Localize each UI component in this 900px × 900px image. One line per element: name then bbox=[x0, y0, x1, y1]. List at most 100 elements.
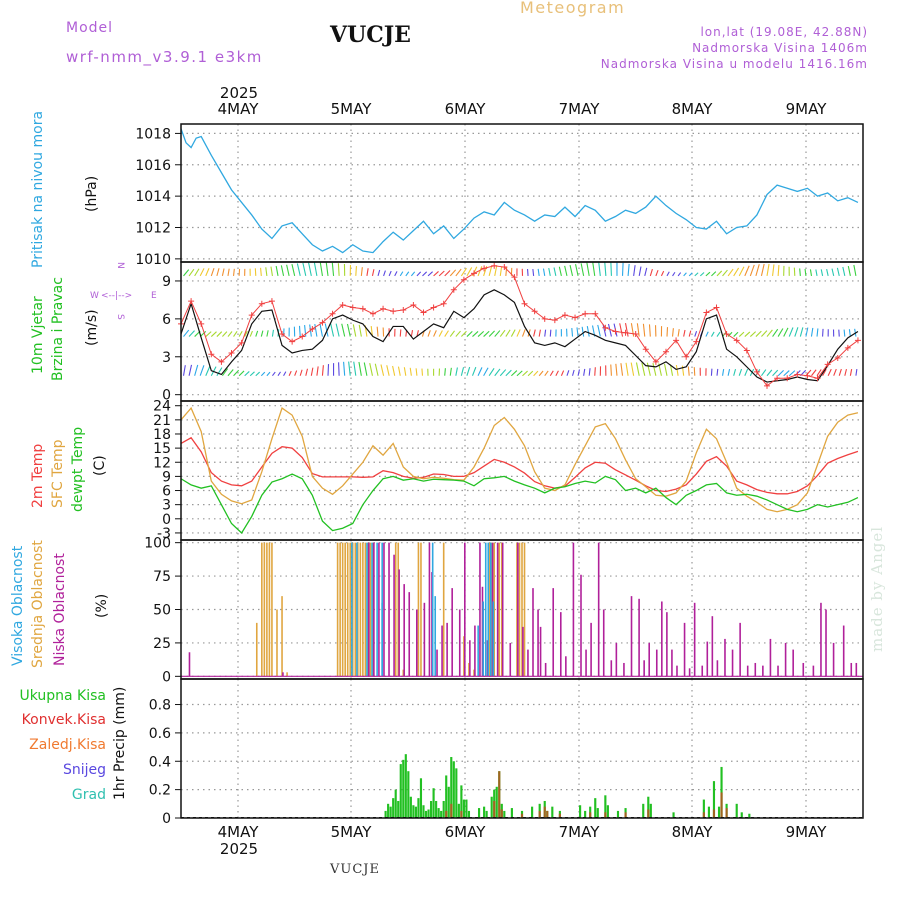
wind-barb bbox=[571, 328, 574, 337]
wind-barb bbox=[249, 330, 253, 337]
wind-gust-marker bbox=[460, 276, 467, 283]
y-tick-label: 75 bbox=[153, 569, 171, 585]
wind-barb bbox=[380, 364, 385, 376]
wind-barb bbox=[699, 272, 705, 277]
wind-barb bbox=[683, 272, 687, 277]
wind-gust-marker bbox=[430, 304, 437, 311]
precip-total-bar bbox=[707, 806, 710, 818]
precip-total-bar bbox=[477, 808, 481, 818]
precip-total-bar bbox=[606, 805, 609, 818]
wind-barb bbox=[693, 367, 696, 376]
wind-gust-marker bbox=[258, 300, 265, 307]
wind-barb bbox=[210, 268, 215, 277]
wind-barb bbox=[783, 370, 790, 377]
wind-barb bbox=[755, 264, 760, 277]
y-tick-label: -3 bbox=[157, 526, 171, 542]
wind-barb bbox=[477, 367, 483, 376]
wind-gust-marker bbox=[743, 347, 750, 354]
wind-barb bbox=[733, 331, 739, 337]
wind-barb bbox=[291, 263, 296, 277]
wind-barb bbox=[433, 271, 439, 277]
watermark: made by Angel bbox=[868, 525, 886, 652]
wind-barb bbox=[576, 327, 579, 337]
wind-barb bbox=[544, 370, 549, 377]
wind-gust-marker bbox=[359, 305, 366, 312]
wind-barb bbox=[438, 330, 443, 337]
wind-barb bbox=[511, 370, 518, 377]
wind-barb bbox=[275, 265, 279, 277]
wind-barb bbox=[820, 269, 824, 277]
wind-barb bbox=[581, 326, 585, 337]
precip-total-bar bbox=[483, 806, 486, 818]
wind-barb bbox=[358, 361, 362, 376]
wind-barb bbox=[816, 369, 822, 377]
wind-barb bbox=[575, 264, 579, 277]
precip-total-bar bbox=[437, 808, 440, 818]
wind-barb bbox=[569, 264, 574, 277]
wind-barb bbox=[853, 264, 857, 277]
wind-barb bbox=[499, 329, 506, 337]
wind-barb bbox=[221, 268, 225, 277]
wind-gust-marker bbox=[471, 270, 478, 277]
y-tick-label: 0 bbox=[162, 512, 171, 528]
wind-barb bbox=[294, 370, 298, 376]
wind-barb bbox=[663, 363, 668, 376]
wind-gust-marker bbox=[622, 329, 629, 336]
wind-gust-marker bbox=[501, 264, 508, 271]
wind-barb bbox=[772, 264, 775, 276]
precip-total-bar bbox=[467, 810, 471, 818]
wind-barb bbox=[371, 269, 375, 277]
wind-barb bbox=[766, 329, 773, 337]
cloud-unit: (%) bbox=[94, 594, 110, 618]
wind-barb bbox=[466, 331, 473, 337]
top-day-label: 6MAY bbox=[445, 100, 487, 118]
wind-barb bbox=[488, 368, 495, 377]
wind-barb bbox=[687, 366, 690, 376]
wind-barb bbox=[341, 323, 346, 337]
lonlat-text: lon,lat (19.08E, 42.88N) bbox=[700, 25, 868, 39]
wind-barb bbox=[761, 330, 768, 337]
wind-barb bbox=[427, 271, 433, 277]
precip-total-bar bbox=[404, 754, 407, 818]
wind-barb bbox=[549, 370, 554, 377]
wind-barb bbox=[499, 266, 503, 276]
wind-barb bbox=[270, 266, 273, 276]
wind-barb bbox=[427, 330, 431, 337]
wind-barb bbox=[216, 268, 220, 277]
wind-barb bbox=[460, 267, 467, 277]
y-tick-label: 0.2 bbox=[149, 783, 171, 799]
wind-barb bbox=[260, 267, 262, 276]
wind-barb bbox=[705, 331, 709, 337]
wind-barb bbox=[831, 268, 835, 277]
compass-arrow: <--|--> bbox=[101, 291, 132, 301]
wind-barb bbox=[577, 369, 580, 376]
wind-barb bbox=[794, 327, 799, 337]
wind-gust-marker bbox=[764, 382, 771, 389]
wind-barb bbox=[444, 330, 449, 337]
station-title: VUCJE bbox=[330, 22, 411, 48]
compass-n: N bbox=[115, 262, 125, 269]
wind-barb bbox=[727, 268, 734, 277]
wind-gust-marker bbox=[268, 298, 275, 305]
wind-barb bbox=[319, 262, 323, 276]
wind-barb bbox=[646, 362, 651, 376]
wind-barb bbox=[194, 364, 199, 376]
wind-barb bbox=[799, 327, 804, 337]
wind-barb bbox=[580, 263, 585, 277]
precip-total-bar bbox=[748, 813, 751, 818]
precip-total-bar bbox=[417, 798, 420, 818]
y-tick-label: 12 bbox=[153, 455, 171, 471]
wind-barb bbox=[833, 368, 837, 376]
temp-sfc-title: SFC Temp bbox=[50, 439, 66, 508]
precip-convective-bar bbox=[445, 810, 448, 818]
wind-barb bbox=[415, 368, 418, 376]
precip-total-bar bbox=[495, 786, 498, 818]
wind-barb bbox=[255, 330, 259, 337]
wind-gust-marker bbox=[491, 262, 498, 269]
wind-gust-marker bbox=[673, 337, 680, 344]
wind-gust-marker bbox=[814, 375, 821, 382]
wind-gust-marker bbox=[339, 301, 346, 308]
bottom-day-labels: 4MAY 5MAY 6MAY 7MAY 8MAY 9MAY bbox=[218, 823, 828, 841]
wind-barb bbox=[422, 271, 428, 277]
wind-barb bbox=[677, 329, 680, 337]
